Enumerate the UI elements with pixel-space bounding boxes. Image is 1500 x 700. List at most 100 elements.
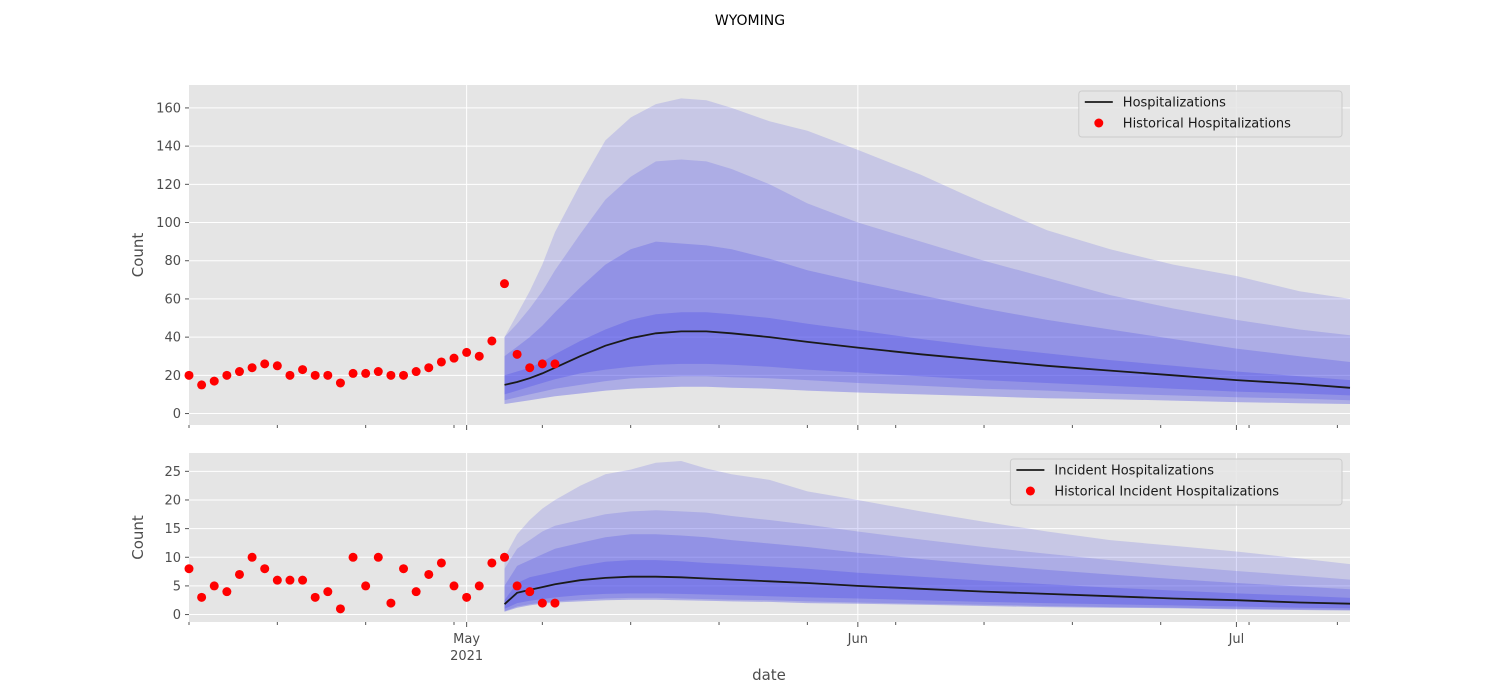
y-tick-label: 0 — [173, 608, 181, 623]
historical-point — [512, 581, 522, 591]
legend-label-projection: Hospitalizations — [1123, 96, 1226, 111]
historical-point — [234, 367, 244, 377]
historical-point — [222, 587, 232, 597]
median-line — [504, 330, 1351, 389]
projection-band — [504, 534, 1350, 612]
historical-point — [184, 370, 194, 380]
historical-point — [348, 368, 358, 378]
historical-point — [550, 598, 560, 608]
y-axis-label: Count — [129, 233, 147, 278]
bottom-chart-panel: 0 5 10 15 20 25 Incident Hospitalizations Histo… — [129, 453, 1351, 623]
historical-point — [335, 378, 345, 388]
historical-point — [474, 581, 484, 591]
y-tick-label: 100 — [156, 216, 181, 231]
historical-point — [512, 349, 522, 359]
historical-point — [197, 380, 207, 390]
historical-point — [487, 336, 497, 346]
historical-point — [436, 357, 446, 367]
y-tick-label: 40 — [164, 331, 181, 346]
historical-point — [525, 587, 535, 597]
y-tick-label: 10 — [164, 551, 181, 566]
projection-band — [504, 159, 1350, 404]
projection-band — [504, 98, 1350, 405]
historical-point — [209, 376, 219, 386]
historical-point — [487, 558, 497, 568]
historical-point — [285, 370, 295, 380]
historical-point — [537, 598, 547, 608]
y-tick-label: 160 — [156, 101, 181, 116]
historical-point — [399, 370, 409, 380]
y-tick-label: 15 — [164, 522, 181, 537]
median-line — [503, 575, 1351, 605]
historical-point — [537, 359, 547, 369]
top-chart-panel: 0 20 40 60 80 100 120 140 160 Hospitalizations His… — [129, 85, 1351, 425]
x-tick-label: May — [453, 632, 480, 647]
historical-point — [474, 351, 484, 361]
legend-dot-marker — [1094, 118, 1104, 128]
x-tick-label: Jul — [1228, 632, 1245, 647]
y-tick-label: 5 — [173, 579, 181, 594]
historical-point — [209, 581, 219, 591]
projection-band — [504, 241, 1350, 401]
historical-point — [272, 575, 282, 585]
figure-title: WYOMING — [715, 13, 785, 29]
historical-point — [184, 564, 194, 574]
y-tick-label: 25 — [164, 465, 181, 480]
historical-point — [462, 592, 472, 602]
historical-point — [361, 581, 371, 591]
historical-point — [348, 552, 358, 562]
historical-point — [310, 592, 320, 602]
historical-point — [247, 552, 257, 562]
historical-point — [411, 587, 421, 597]
historical-point — [373, 552, 383, 562]
historical-point — [462, 347, 472, 357]
x-tick-label: Jun — [847, 632, 868, 647]
projection-band — [504, 461, 1350, 612]
historical-point — [234, 569, 244, 579]
historical-point — [399, 564, 409, 574]
historical-point — [260, 564, 270, 574]
historical-point — [373, 367, 383, 377]
y-tick-label: 120 — [156, 178, 181, 193]
historical-point — [525, 363, 535, 373]
historical-point — [449, 581, 459, 591]
historical-point — [436, 558, 446, 568]
y-tick-label: 20 — [164, 493, 181, 508]
historical-point — [424, 569, 434, 579]
historical-point — [386, 370, 396, 380]
legend-dot-marker — [1025, 486, 1035, 496]
legend-box — [1078, 90, 1343, 138]
x-axis-label: date — [752, 666, 786, 684]
historical-point — [323, 370, 333, 380]
historical-point — [272, 361, 282, 371]
y-axis-label: Count — [129, 515, 147, 560]
legend-box — [1009, 458, 1343, 506]
historical-point — [310, 370, 320, 380]
historical-point — [335, 604, 345, 614]
y-tick-label: 60 — [164, 292, 181, 307]
historical-point — [386, 598, 396, 608]
historical-point — [222, 370, 232, 380]
plot-area — [189, 85, 1350, 425]
y-tick-label: 0 — [173, 407, 181, 422]
y-tick-label: 140 — [156, 140, 181, 155]
y-tick-label: 20 — [164, 369, 181, 384]
projection-band — [504, 510, 1350, 612]
x-tick-year-label: 2021 — [450, 649, 483, 664]
legend-label-historical: Historical Hospitalizations — [1123, 117, 1291, 132]
y-tick-label: 80 — [164, 254, 181, 269]
historical-point — [260, 359, 270, 369]
historical-point — [499, 279, 509, 289]
projection-band — [504, 312, 1350, 396]
historical-point — [197, 592, 207, 602]
historical-point — [298, 575, 308, 585]
historical-point — [411, 367, 421, 377]
historical-point — [499, 552, 509, 562]
historical-point — [449, 353, 459, 363]
historical-point — [285, 575, 295, 585]
legend-label-historical: Historical Incident Hospitalizations — [1054, 485, 1279, 500]
historical-point — [298, 365, 308, 375]
historical-point — [550, 359, 560, 369]
x-axis-ticks: May 2021 Jun Jul — [188, 425, 1338, 664]
